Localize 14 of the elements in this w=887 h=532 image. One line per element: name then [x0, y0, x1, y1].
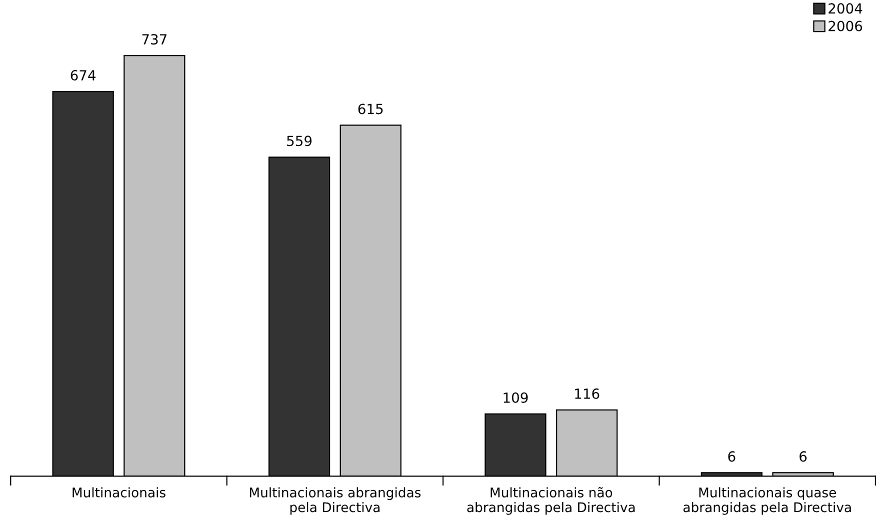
data-label: 6	[800, 451, 807, 462]
x-tick-label: Multinacionais não abrangidas pela Directiva	[467, 487, 635, 515]
x-tick-label: Multinacionais abrangidas pela Directiva	[250, 487, 421, 515]
data-label: 559	[287, 136, 312, 146]
x-tick-label: Multinacionais quase abrangidas pela Directiva	[683, 487, 851, 515]
data-label: 6	[728, 451, 736, 462]
data-label: 109	[504, 392, 528, 403]
legend-label: 2004	[828, 3, 862, 14]
x-tick-label: Multinacionais	[72, 487, 166, 498]
data-label: 116	[575, 388, 600, 399]
data-label: 674	[70, 70, 96, 81]
data-label: 737	[142, 34, 166, 45]
data-label: 615	[358, 104, 383, 114]
legend-label: 2006	[828, 20, 862, 32]
